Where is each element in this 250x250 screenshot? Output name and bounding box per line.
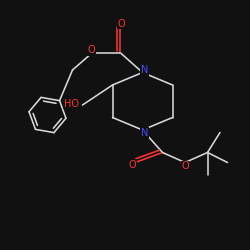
Text: N: N [141,65,148,75]
Text: O: O [129,160,136,170]
Text: O: O [118,19,125,29]
Text: O: O [181,161,189,171]
Text: N: N [141,128,148,138]
Text: O: O [88,45,95,55]
Text: HO: HO [64,99,79,109]
